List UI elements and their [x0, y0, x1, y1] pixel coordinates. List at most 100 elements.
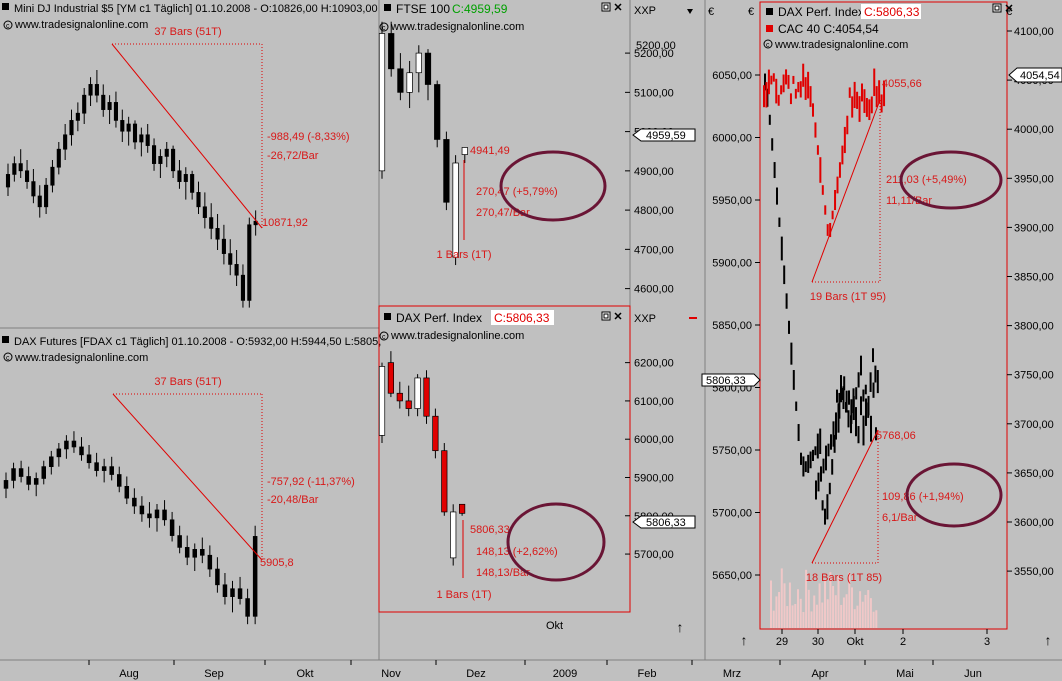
fdax-candle	[222, 584, 228, 597]
dj-candle	[18, 163, 23, 172]
time-axis-label: Dez	[466, 668, 486, 680]
dax-candle	[414, 377, 421, 409]
right-dax-candle	[869, 372, 872, 392]
close-icon-stroke	[614, 3, 622, 11]
right-cac-candle	[878, 80, 881, 104]
right-cac-candle	[821, 185, 824, 195]
dax-candle	[378, 366, 386, 436]
right-dax-candle	[827, 443, 830, 457]
right-xaxis-label: 2	[900, 636, 906, 648]
volume-bar	[780, 568, 783, 628]
ftse-axis-label: 4600,00	[634, 284, 674, 296]
right-cac-candle	[846, 115, 849, 135]
dj-candle	[63, 134, 68, 150]
right-cac-candle	[836, 176, 839, 194]
time-axis-label: Nov	[381, 668, 401, 680]
volume-bar	[869, 598, 872, 628]
dax-candle	[396, 392, 403, 402]
copyright-icon-glyph: c	[382, 25, 386, 32]
dj-candle	[94, 84, 99, 96]
right-legend-dax-close: C:5806,33	[864, 5, 920, 19]
right-dax-candle	[840, 375, 842, 403]
right-dax-candle	[771, 138, 774, 151]
right-dax-candle	[862, 415, 865, 446]
right-cac-candle	[802, 63, 805, 87]
right-cac-axis-label: 3700,00	[1014, 419, 1054, 431]
volume-bar	[851, 587, 853, 628]
right-dax-candle	[821, 500, 824, 511]
dj-candle	[139, 134, 144, 143]
fdax-candle	[3, 480, 9, 489]
ftse-axis-label: 4700,00	[634, 244, 674, 256]
fdax-candle	[11, 468, 16, 481]
right-dax-candle	[865, 398, 867, 426]
volume-bar	[775, 596, 778, 628]
volume-bar	[848, 572, 851, 628]
dax-candle	[459, 503, 466, 514]
maximize-icon-inner	[603, 4, 609, 10]
right-cac-axis-label: 3650,00	[1014, 468, 1054, 480]
right-cac-axis-label: 3800,00	[1014, 321, 1054, 333]
right-dax-candle	[815, 480, 817, 500]
right-dax-candle	[845, 390, 848, 413]
right-dax-candle	[847, 410, 850, 428]
close-icon[interactable]	[1005, 4, 1013, 12]
dj-candle	[56, 148, 61, 168]
dj-candle	[196, 192, 201, 208]
dj-candle	[152, 145, 157, 164]
right-dax-candle	[855, 407, 857, 437]
close-icon[interactable]	[614, 3, 622, 11]
fdax-last: 5905,8	[260, 557, 294, 569]
dj-candle	[183, 174, 188, 182]
ftse-candle	[378, 33, 386, 172]
fdax-title: DAX Futures [FDAX c1 Täglich] 01.10.2008…	[14, 336, 381, 348]
right-cac-candle	[829, 222, 832, 238]
close-icon[interactable]	[614, 312, 622, 320]
fdax-candle	[215, 568, 220, 586]
right-dax-candle	[816, 433, 819, 459]
euro-icon: €	[708, 6, 714, 18]
right-dax-candle	[850, 399, 853, 424]
right-cac-candle	[838, 162, 841, 178]
maximize-icon[interactable]	[601, 311, 611, 321]
right-cac-candle	[792, 75, 795, 84]
volume-bar	[786, 606, 789, 628]
dj-candle	[215, 228, 220, 240]
fdax-change: -757,92 (-11,37%)	[267, 476, 355, 488]
right-dax-axis-label: 5950,00	[712, 195, 752, 207]
right-dax-candle	[874, 365, 877, 383]
right-dax-candle	[776, 187, 778, 205]
dj-trendline	[111, 43, 263, 229]
dax-price-tag: 5806,33	[646, 517, 686, 529]
right-dax-candle	[804, 461, 807, 473]
ftse-last: 4941,49	[470, 145, 510, 157]
volume-bar	[783, 583, 786, 628]
right-cac-axis-label: 3950,00	[1014, 173, 1054, 185]
right-dax-candle	[876, 370, 879, 394]
dj-candle	[221, 238, 226, 254]
chevron-down-icon[interactable]	[687, 9, 693, 14]
dj-candle	[190, 174, 195, 193]
volume-bar	[875, 610, 878, 628]
time-axis-label: 2009	[553, 668, 577, 680]
copyright-icon-glyph: c	[6, 355, 10, 362]
maximize-icon[interactable]	[601, 2, 611, 12]
fdax-candle	[192, 549, 198, 558]
fdax-candle	[162, 509, 167, 521]
volume-bar	[829, 572, 832, 628]
right-dax-candle	[845, 402, 847, 413]
right-dax-axis-label: 5750,00	[712, 445, 752, 457]
maximize-icon[interactable]	[992, 3, 1002, 13]
price-tag	[1008, 67, 1062, 83]
right-cac-axis-label: 3900,00	[1014, 222, 1054, 234]
dj-candle	[37, 195, 42, 208]
right-left-price-tag: 5806,33	[706, 375, 746, 387]
cac-last: 4055,66	[882, 78, 922, 90]
dj-candle	[177, 170, 182, 182]
euro-icon: €	[748, 6, 754, 18]
ftse-axis-label: 4900,00	[634, 166, 674, 178]
right-dax-candle	[814, 446, 817, 456]
right-dax-candle	[857, 372, 860, 388]
watermark: www.tradesignalonline.com	[774, 39, 908, 51]
cac-highlight-ellipse	[899, 150, 1003, 210]
